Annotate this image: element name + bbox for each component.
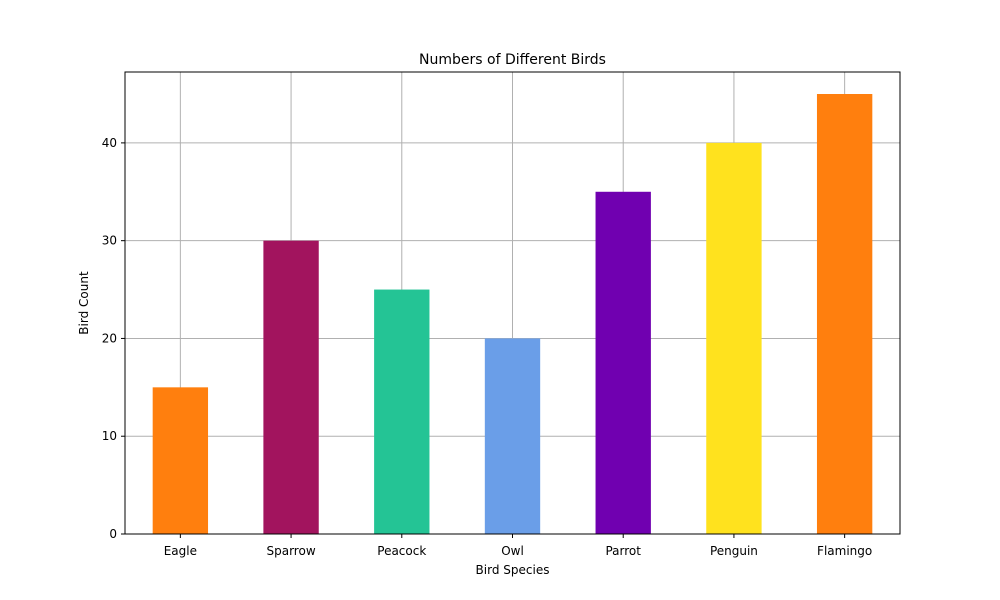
x-tick-label: Parrot <box>605 544 641 558</box>
y-tick-label: 30 <box>102 234 117 248</box>
bar-flamingo <box>816 94 873 534</box>
bar-penguin <box>706 142 762 534</box>
bar-sparrow <box>263 240 319 534</box>
x-tick-label: Flamingo <box>817 544 872 558</box>
x-axis-label: Bird Species <box>476 563 550 577</box>
y-tick-label: 0 <box>109 527 117 541</box>
y-axis-ticks: 0 10 20 30 40 <box>102 136 125 541</box>
y-tick-label: 10 <box>102 429 117 443</box>
x-tick-label: Penguin <box>710 544 758 558</box>
x-axis-ticks: Eagle Sparrow Peacock Owl Parrot Penguin Flami… <box>164 534 872 558</box>
bar-parrot <box>595 191 651 534</box>
x-tick-label: Eagle <box>164 544 197 558</box>
y-tick-label: 40 <box>102 136 117 150</box>
chart-title: Numbers of Different Birds <box>419 52 606 68</box>
x-tick-label: Peacock <box>377 544 426 558</box>
bar-peacock <box>374 289 430 534</box>
bar-eagle <box>152 387 209 534</box>
y-tick-label: 20 <box>102 331 117 345</box>
bars <box>152 94 873 534</box>
y-axis-label: Bird Count <box>77 271 91 335</box>
bar-owl <box>484 338 541 534</box>
x-tick-label: Owl <box>501 544 524 558</box>
x-tick-label: Sparrow <box>267 544 316 558</box>
